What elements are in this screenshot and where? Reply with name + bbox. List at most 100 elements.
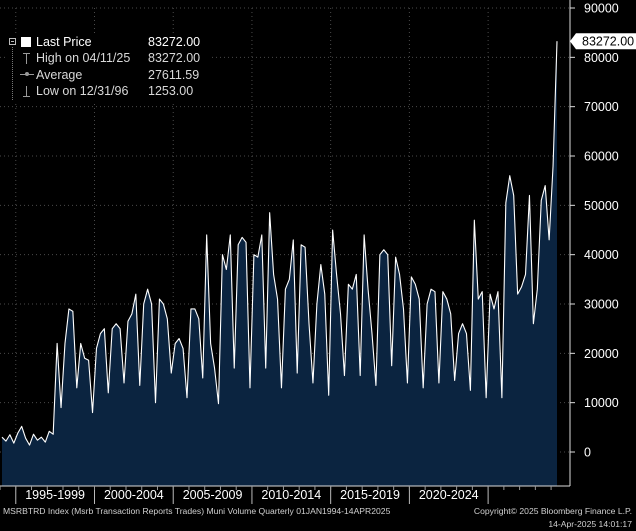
data-point	[486, 397, 487, 398]
data-point	[80, 343, 81, 344]
data-point	[123, 382, 124, 383]
data-point	[76, 387, 77, 388]
data-point	[336, 274, 337, 275]
data-point	[159, 298, 160, 299]
y-tick-label: 40000	[584, 248, 619, 262]
data-point	[151, 303, 152, 304]
data-point	[194, 308, 195, 309]
data-point	[285, 289, 286, 290]
data-point	[190, 308, 191, 309]
data-point	[367, 289, 368, 290]
data-point	[289, 279, 290, 280]
data-point	[340, 313, 341, 314]
data-point	[171, 372, 172, 373]
data-point	[454, 380, 455, 381]
last-value-tag-label: 83272.00	[582, 35, 634, 49]
data-point	[68, 308, 69, 309]
data-point	[281, 387, 282, 388]
data-point	[297, 372, 298, 373]
y-tick-label: 20000	[584, 347, 619, 361]
legend-last-price-label: Last Price	[36, 35, 92, 49]
data-point	[312, 382, 313, 383]
data-point	[332, 229, 333, 230]
data-point	[529, 195, 530, 196]
x-tick-label: 2015-2019	[340, 488, 400, 502]
series-swatch-icon	[21, 37, 31, 47]
data-point	[466, 333, 467, 334]
data-point	[446, 298, 447, 299]
data-point	[419, 298, 420, 299]
data-point	[537, 289, 538, 290]
footer: MSRBTRD Index (Msrb Transaction Reports …	[0, 504, 636, 531]
data-point	[320, 264, 321, 265]
data-point	[379, 254, 380, 255]
data-point	[96, 348, 97, 349]
legend-high-label: High on 04/11/25	[36, 51, 131, 66]
data-point	[269, 212, 270, 213]
data-point	[210, 343, 211, 344]
data-point	[214, 368, 215, 369]
data-point	[399, 274, 400, 275]
legend-low-value: 1253.00	[148, 84, 194, 99]
legend-tree-line	[12, 47, 14, 100]
data-point	[415, 284, 416, 285]
legend-row-last-price[interactable]: Last Price 83272.00	[6, 34, 210, 50]
data-point	[552, 165, 553, 166]
data-point	[478, 298, 479, 299]
data-point	[25, 438, 26, 439]
copyright-text: Copyright© 2025 Bloomberg Finance L.P.	[473, 506, 632, 516]
legend-row-average: Average 27611.59	[6, 67, 210, 83]
data-point	[226, 269, 227, 270]
x-tick-label: 1995-1999	[25, 488, 85, 502]
data-point	[395, 257, 396, 258]
data-point	[179, 338, 180, 339]
data-point	[344, 375, 345, 376]
data-point	[462, 323, 463, 324]
data-point	[13, 443, 14, 444]
data-point	[257, 257, 258, 258]
data-point	[167, 318, 168, 319]
data-point	[505, 202, 506, 203]
data-point	[308, 323, 309, 324]
legend-low-label: Low on 12/31/96	[36, 84, 129, 99]
data-point	[131, 313, 132, 314]
data-point	[304, 247, 305, 248]
data-point	[493, 308, 494, 309]
data-point	[517, 294, 518, 295]
data-point	[427, 303, 428, 304]
data-point	[17, 433, 18, 434]
data-point	[155, 402, 156, 403]
data-point	[387, 254, 388, 255]
data-point	[360, 375, 361, 376]
data-point	[112, 328, 113, 329]
data-point	[143, 303, 144, 304]
data-point	[273, 274, 274, 275]
data-point	[434, 291, 435, 292]
data-point	[100, 333, 101, 334]
data-point	[525, 274, 526, 275]
data-point	[521, 286, 522, 287]
y-tick-label: 70000	[584, 100, 619, 114]
high-marker-icon	[23, 52, 30, 65]
data-point	[348, 284, 349, 285]
data-point	[458, 333, 459, 334]
collapse-icon[interactable]	[9, 38, 16, 45]
series-line	[1, 41, 558, 446]
data-point	[64, 343, 65, 344]
data-point	[261, 234, 262, 235]
data-point	[182, 348, 183, 349]
data-point	[222, 254, 223, 255]
data-point	[383, 249, 384, 250]
data-point	[116, 323, 117, 324]
data-point	[352, 289, 353, 290]
y-tick-label: 50000	[584, 199, 619, 213]
data-point	[163, 303, 164, 304]
x-tick-label: 2020-2024	[419, 488, 479, 502]
data-point	[135, 294, 136, 295]
data-point	[328, 395, 329, 396]
data-point	[37, 440, 38, 441]
data-point	[60, 407, 61, 408]
y-axis-ticks: 0 10000 20000 30000 40000 50000 60000 70000 8000…	[570, 2, 619, 460]
legend: Last Price 83272.00 High on 04/11/25 832…	[6, 34, 210, 102]
data-point	[253, 254, 254, 255]
